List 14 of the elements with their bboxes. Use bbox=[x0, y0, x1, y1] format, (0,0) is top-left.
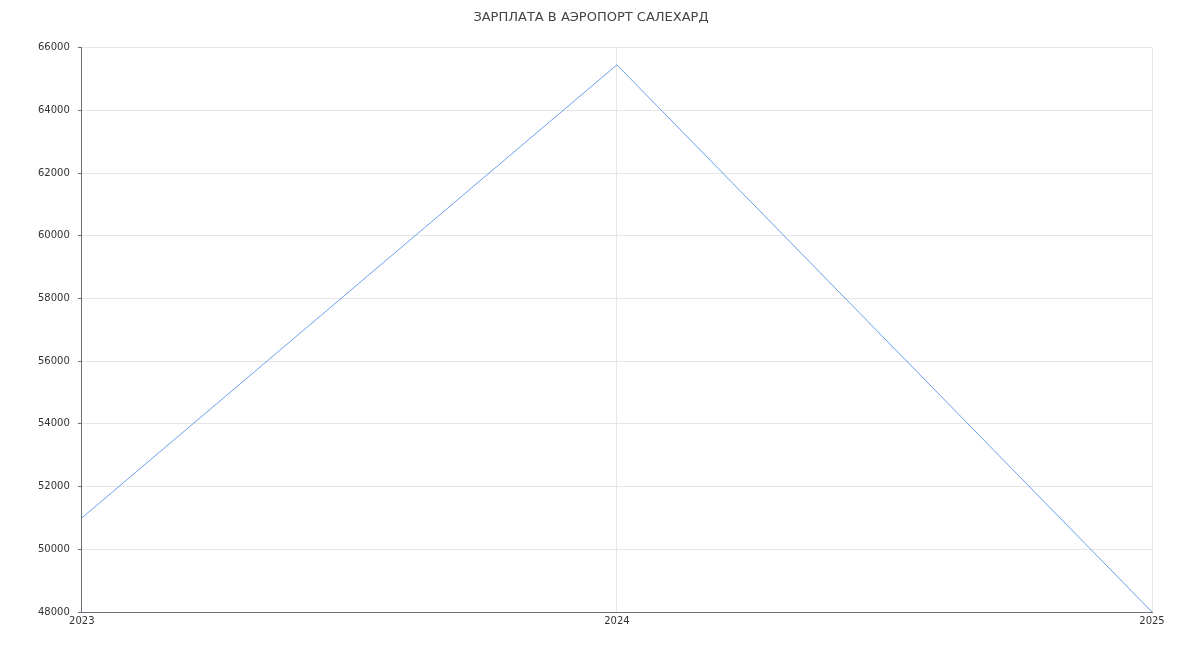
y-tick-label: 60000 bbox=[38, 229, 70, 241]
y-tick-label: 50000 bbox=[38, 542, 70, 554]
y-tick-label: 48000 bbox=[38, 605, 70, 617]
y-tick-label: 64000 bbox=[38, 103, 70, 115]
y-tick-label: 62000 bbox=[38, 166, 70, 178]
chart-title: ЗАРПЛАТА В АЭРОПОРТ САЛЕХАРД bbox=[473, 9, 709, 25]
y-tick-label: 58000 bbox=[38, 292, 70, 304]
x-tick-label: 2024 bbox=[604, 614, 630, 626]
y-tick-label: 54000 bbox=[38, 417, 70, 429]
y-tick-label: 56000 bbox=[38, 354, 70, 366]
x-tick-label: 2023 bbox=[69, 614, 95, 626]
x-tick-label: 2025 bbox=[1139, 614, 1165, 626]
y-tick-label: 52000 bbox=[38, 480, 70, 492]
y-tick-label: 66000 bbox=[38, 41, 70, 53]
